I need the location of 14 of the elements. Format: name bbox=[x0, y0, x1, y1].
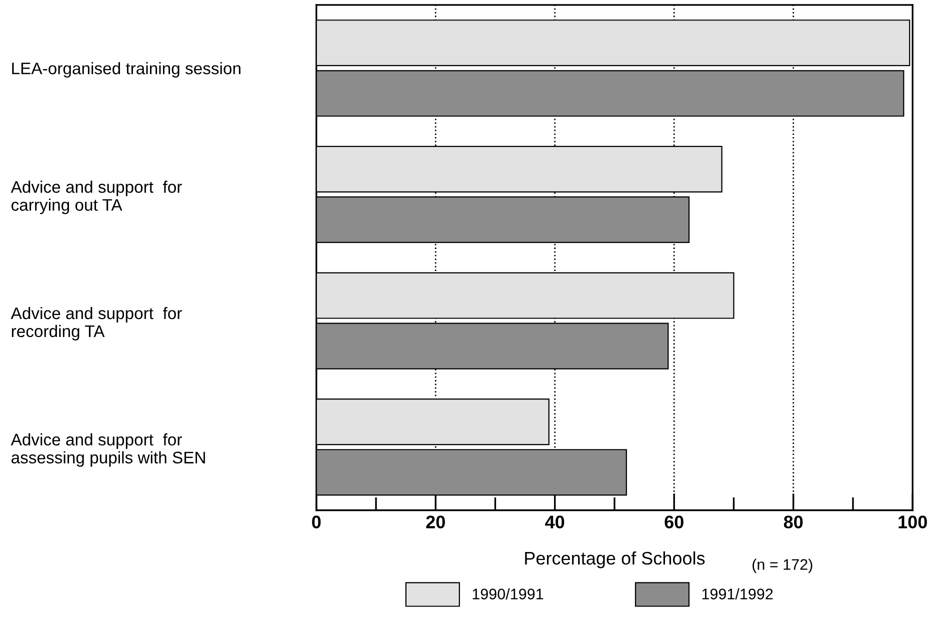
x-tick-label: 80 bbox=[784, 516, 803, 528]
legend-label: 1991/1992 bbox=[702, 588, 773, 600]
legend-label: 1990/1991 bbox=[472, 588, 544, 600]
text: (n = 172) bbox=[752, 558, 812, 573]
x-tick-label: 0 bbox=[312, 516, 321, 528]
y-tick-label: LEA-organised training session bbox=[12, 62, 240, 78]
x-tick-label: 20 bbox=[426, 516, 445, 528]
x-tick-label: 40 bbox=[545, 516, 564, 528]
y-tick-label: Advice and support for assessing pupils with SEN bbox=[10, 433, 205, 467]
y-tick-label: Advice and support for recording TA bbox=[10, 306, 182, 340]
x-axis-title: Percentage of Schools bbox=[525, 551, 705, 568]
x-tick-label: 100 bbox=[898, 516, 927, 528]
x-tick-label: 60 bbox=[664, 516, 684, 528]
y-tick-label: Advice and support for carrying out TA bbox=[10, 180, 182, 214]
